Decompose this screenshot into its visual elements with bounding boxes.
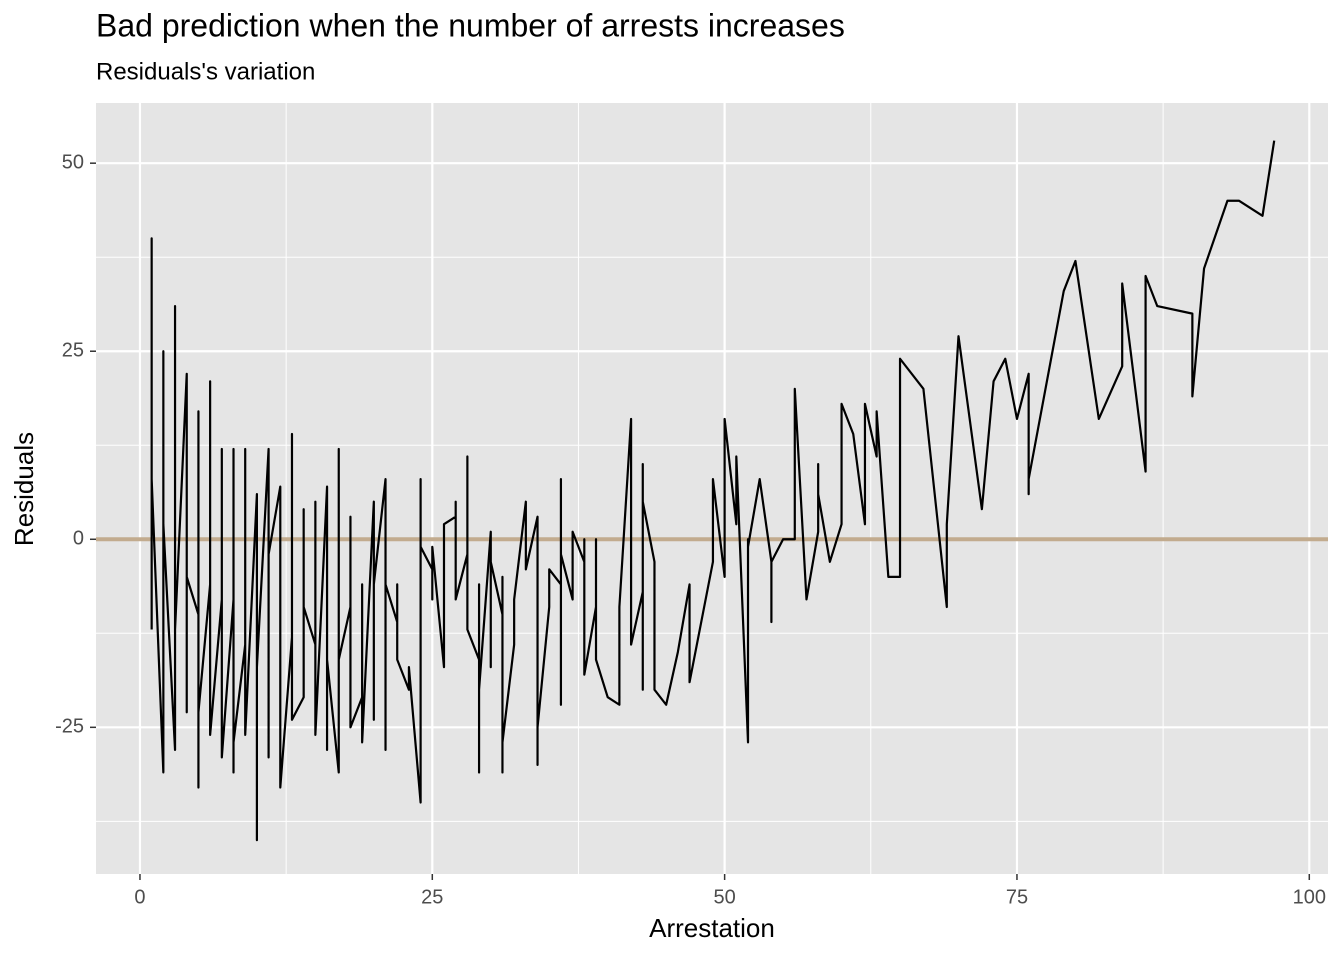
y-tick-label: -25 [55, 716, 84, 738]
y-tick-label: 50 [62, 151, 84, 173]
chart-subtitle: Residuals's variation [96, 58, 315, 85]
y-axis-title: Residuals [9, 432, 39, 546]
x-tick-label: 25 [421, 886, 443, 908]
x-tick-label: 50 [714, 886, 736, 908]
y-tick-label: 0 [73, 528, 84, 550]
x-tick-label: 75 [1006, 886, 1028, 908]
chart-title: Bad prediction when the number of arrest… [96, 7, 845, 43]
x-tick-label: 100 [1293, 886, 1326, 908]
x-axis-title: Arrestation [649, 913, 775, 943]
x-tick-label: 0 [134, 886, 145, 908]
data-line [150, 140, 1276, 842]
y-tick-label: 25 [62, 340, 84, 362]
